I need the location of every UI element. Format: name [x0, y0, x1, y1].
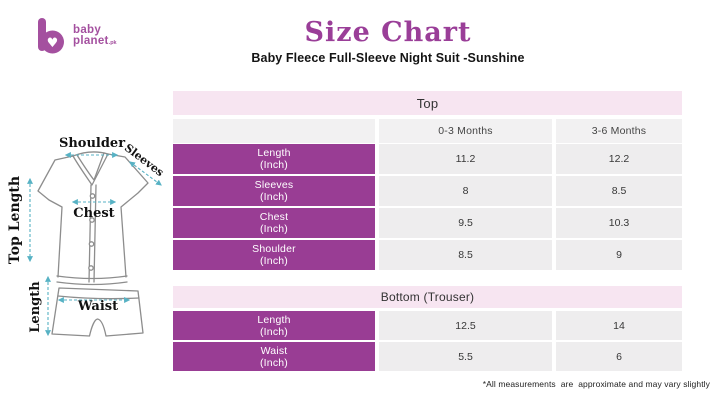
pajama-top-drawing: [37, 151, 149, 286]
column-header-0-3-months: 0-3 Months: [379, 119, 552, 143]
table-row-sleeves: Sleeves (Inch) 8 8.5: [173, 176, 682, 206]
sleeves-arrow: [129, 161, 162, 186]
chest-label: Chest: [73, 206, 114, 221]
value-cell: 9.5: [379, 208, 552, 238]
logo-b-mark: ♥: [38, 18, 64, 54]
table-row-bottom-waist: Waist (Inch) 5.5 6: [173, 342, 682, 371]
row-label: Length: [257, 147, 291, 159]
logo-word-planet: planet.pk: [73, 35, 117, 47]
length-label: Length: [28, 281, 43, 333]
header: Size Chart Baby Fleece Full-Sleeve Night…: [178, 17, 598, 66]
row-unit: (Inch): [259, 223, 289, 235]
waist-label: Waist: [77, 299, 118, 314]
row-label-cell: Sleeves (Inch): [173, 176, 375, 206]
column-header-3-6-months: 3-6 Months: [556, 119, 682, 143]
row-label: Chest: [259, 211, 289, 223]
shoulder-label: Shoulder: [59, 136, 125, 151]
bottom-table-title: Bottom (Trouser): [173, 286, 682, 308]
table-row-shoulder: Shoulder (Inch) 8.5 9: [173, 240, 682, 270]
value-cell: 12.2: [556, 144, 682, 174]
value-cell: 10.3: [556, 208, 682, 238]
measurement-arrows: [26, 151, 162, 337]
row-unit: (Inch): [259, 325, 289, 338]
row-label-cell: Length (Inch): [173, 144, 375, 174]
page-title: Size Chart: [304, 17, 472, 48]
logo-domain-suffix: .pk: [108, 40, 117, 46]
empty-header-cell: [173, 119, 375, 143]
row-label-cell: Chest (Inch): [173, 208, 375, 238]
size-tables: Top 0-3 Months 3-6 Months Length (Inch) …: [173, 91, 682, 373]
value-cell: 6: [556, 342, 682, 371]
brand-logo: ♥ baby planet.pk: [35, 16, 117, 58]
logo-wordmark: baby planet.pk: [73, 24, 117, 49]
row-label: Length: [257, 313, 291, 326]
value-cell: 8: [379, 176, 552, 206]
diagram-labels: Shoulder Sleeves Top Length Chest Length…: [7, 136, 166, 333]
table-row-chest: Chest (Inch) 9.5 10.3: [173, 208, 682, 238]
row-label-cell: Waist (Inch): [173, 342, 375, 371]
product-subtitle: Baby Fleece Full-Sleeve Night Suit -Suns…: [251, 51, 525, 65]
row-unit: (Inch): [259, 191, 289, 203]
row-unit: (Inch): [259, 159, 289, 171]
heart-icon: ♥: [47, 36, 59, 51]
value-cell: 8.5: [556, 176, 682, 206]
value-cell: 9: [556, 240, 682, 270]
row-unit: (Inch): [259, 356, 289, 369]
table-row-length: Length (Inch) 11.2 12.2: [173, 144, 682, 174]
row-label: Sleeves: [254, 179, 294, 191]
table-row-bottom-length: Length (Inch) 12.5 14: [173, 311, 682, 340]
disclaimer-note: *All measurements are approximate and ma…: [482, 379, 710, 389]
row-label: Shoulder: [252, 243, 296, 255]
measurement-diagram: Shoulder Sleeves Top Length Chest Length…: [7, 136, 166, 337]
value-cell: 11.2: [379, 144, 552, 174]
value-cell: 8.5: [379, 240, 552, 270]
row-label-cell: Length (Inch): [173, 311, 375, 340]
column-header-row: 0-3 Months 3-6 Months: [173, 119, 682, 143]
value-cell: 12.5: [379, 311, 552, 340]
row-label: Waist: [260, 344, 288, 357]
logo-word-baby: baby: [73, 24, 102, 36]
row-unit: (Inch): [259, 255, 289, 267]
top-length-label: Top Length: [7, 176, 23, 264]
value-cell: 14: [556, 311, 682, 340]
top-table-title: Top: [173, 91, 682, 115]
value-cell: 5.5: [379, 342, 552, 371]
row-label-cell: Shoulder (Inch): [173, 240, 375, 270]
